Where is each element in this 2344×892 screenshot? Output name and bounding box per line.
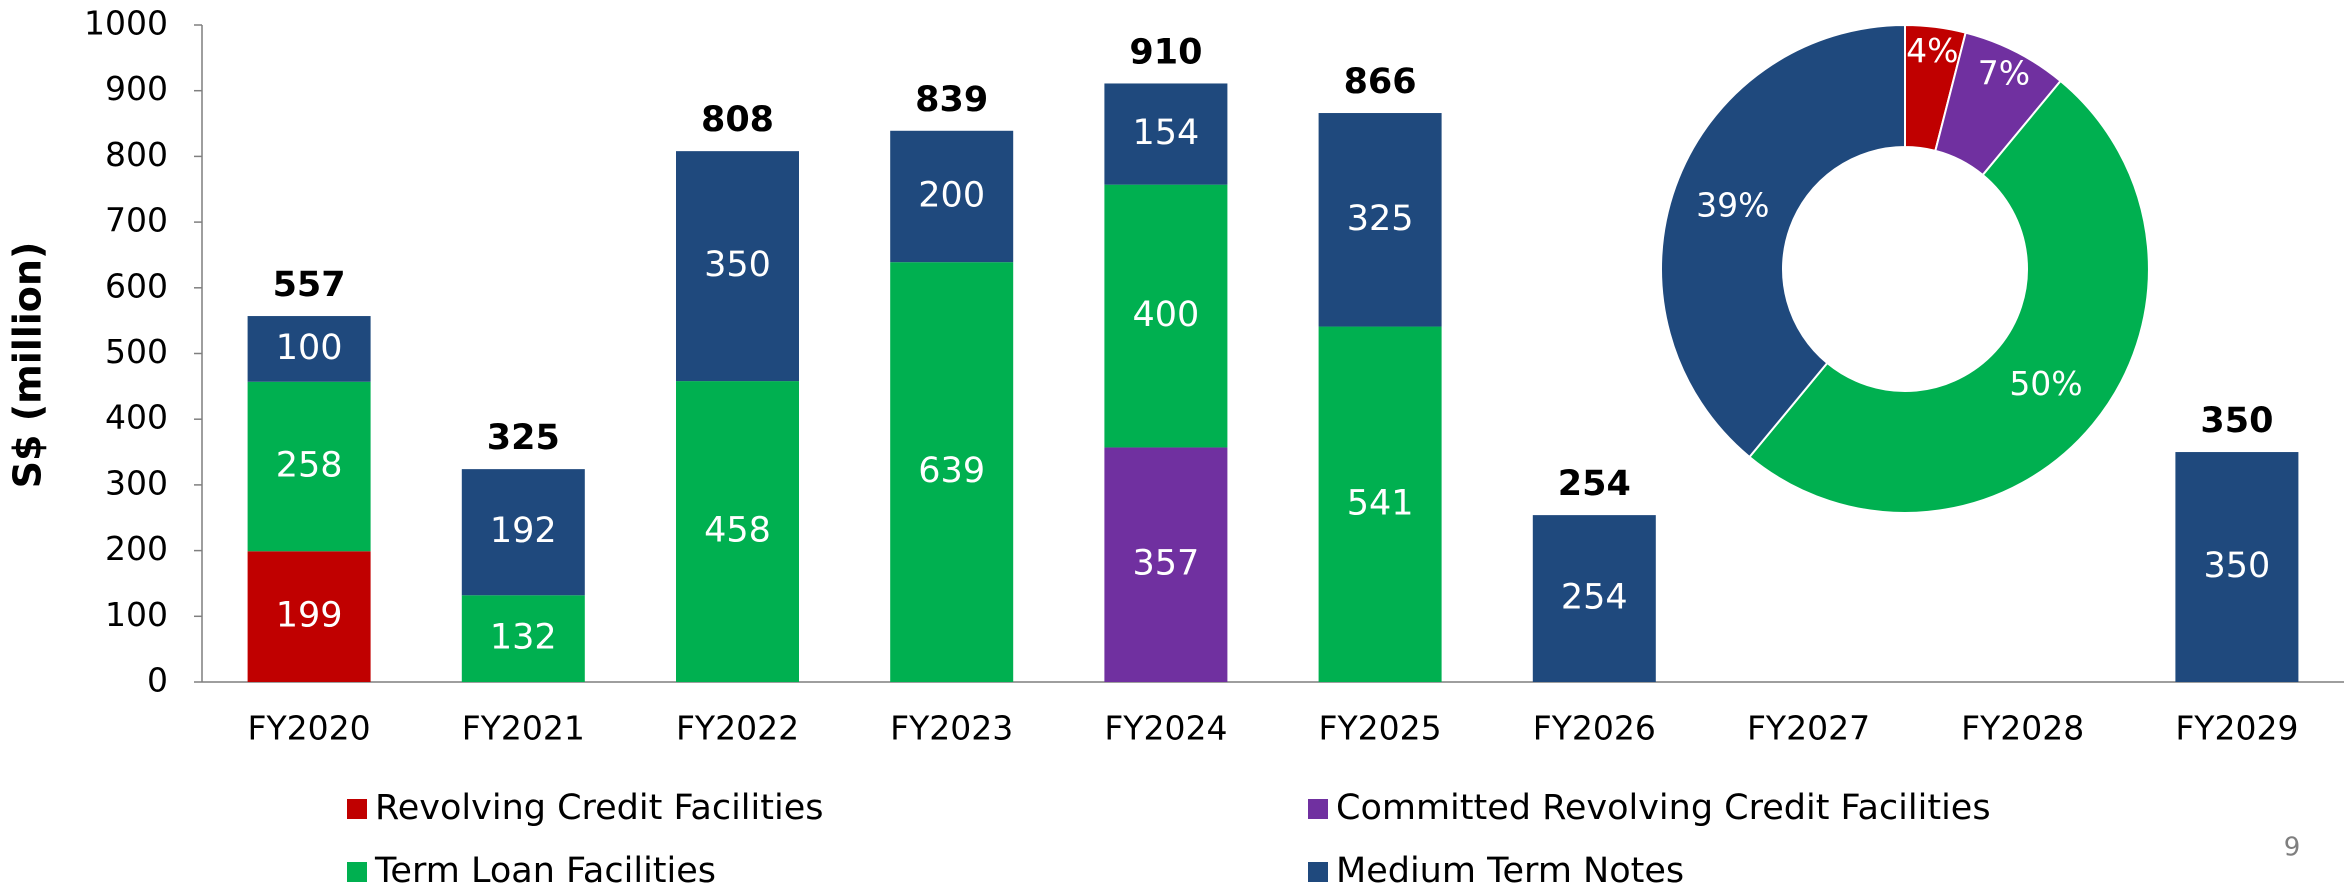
bar-total-label: 254 [1558,464,1631,504]
y-tick-label: 700 [105,201,168,240]
bar-value-label: 541 [1347,483,1414,523]
x-tick-label: FY2020 [248,709,371,748]
bar-segment [1318,326,1442,682]
bar-segment [1104,83,1228,185]
bar-total-label: 910 [1129,32,1202,72]
y-tick-label: 600 [105,266,168,305]
legend-swatch [1308,799,1328,819]
bar-segment [676,151,799,382]
bar-segment [1532,515,1656,682]
bar-value-label: 154 [1132,113,1199,153]
bar-segment [1104,184,1228,448]
legend-label: Term Loan Facilities [374,851,716,888]
bar-value-label: 132 [490,618,557,658]
donut-label: 39% [1696,186,1769,225]
x-tick-label: FY2021 [462,709,585,748]
y-tick-label: 200 [105,529,168,568]
bar-value-label: 192 [490,511,557,551]
y-tick-label: 800 [105,135,168,174]
legend-swatch [1308,862,1328,882]
bar-segment [1318,113,1442,327]
page-number: 9 [2284,833,2301,863]
bar-segment [247,381,371,552]
legend-label: Committed Revolving Credit Facilities [1336,788,1991,828]
x-tick-label: FY2025 [1319,709,1442,748]
bar-segment [1104,447,1228,682]
bar-segment [247,551,371,682]
donut-slice [1660,23,1906,459]
y-tick-label: 300 [105,463,168,502]
x-tick-label: FY2029 [2175,709,2298,748]
bar-value-label: 458 [704,511,771,551]
donut-label: 7% [1978,53,2030,92]
bar-total-label: 839 [915,80,988,120]
y-tick-label: 500 [105,332,168,371]
bar-value-label: 639 [918,451,985,491]
donut-label: 50% [2009,364,2082,403]
bar-total-label: 866 [1344,62,1417,102]
y-tick-label: 400 [105,398,168,437]
bar-segment [461,595,585,682]
bar-value-label: 100 [276,328,343,368]
bar-value-label: 357 [1132,544,1199,584]
y-axis-label: S$ (million) [6,242,50,489]
x-tick-label: FY2022 [676,709,799,748]
bar-segment [890,130,1014,263]
bar-total-label: 350 [2200,401,2273,441]
bar-value-label: 350 [704,245,771,285]
bar-value-label: 254 [1561,578,1628,618]
y-tick-label: 0 [147,661,168,700]
x-tick-label: FY2023 [890,709,1013,748]
bar-segment [890,262,1014,682]
y-tick-label: 900 [105,69,168,108]
bar-value-label: 325 [1347,199,1414,239]
bar-value-label: 200 [918,175,985,215]
x-tick-label: FY2024 [1104,709,1227,748]
bar-value-label: 199 [276,596,343,636]
bar-segment [461,469,585,596]
bar-value-label: 350 [2203,546,2270,586]
legend-label: Medium Term Notes [1336,851,1684,888]
bar-total-label: 325 [487,418,560,458]
y-tick-label: 100 [105,595,168,634]
bar-segment [247,316,371,382]
x-tick-label: FY2027 [1747,709,1870,748]
bar-segment [676,381,799,682]
legend-label: Revolving Credit Facilities [375,788,823,828]
x-tick-label: FY2028 [1961,709,2084,748]
bar-segment [2175,452,2299,682]
bar-value-label: 400 [1132,295,1199,335]
bar-value-label: 258 [276,446,343,486]
legend-swatch [347,799,367,819]
legend-swatch [347,862,367,882]
donut-label: 4% [1906,31,1958,70]
x-tick-label: FY2026 [1533,709,1656,748]
bar-total-label: 808 [701,100,774,140]
donut-slice [1748,79,2150,514]
bar-total-label: 557 [273,265,346,305]
y-tick-label: 1000 [84,4,168,43]
